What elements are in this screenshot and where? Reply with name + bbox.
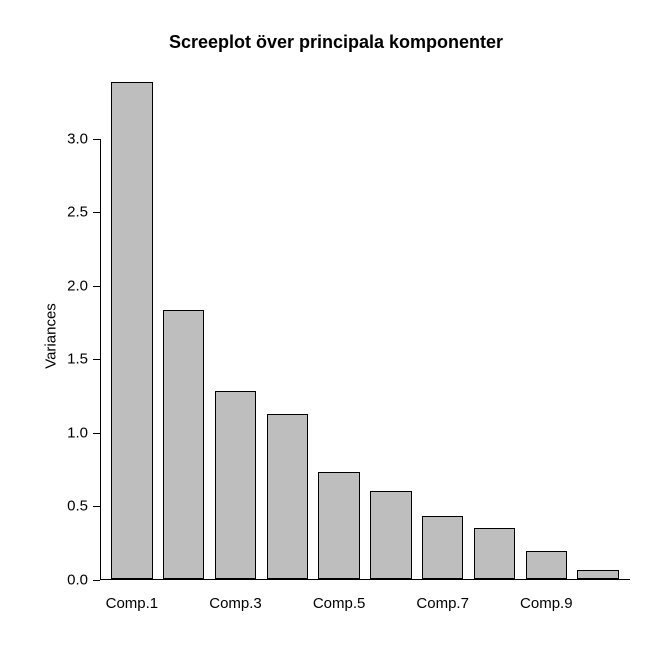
x-tick-label: Comp.7	[416, 595, 469, 612]
bar	[526, 551, 567, 579]
y-tick-label: 2.0	[60, 277, 88, 294]
screeplot-chart: Screeplot över principala komponenter Va…	[0, 0, 672, 671]
bar	[577, 570, 618, 579]
bar	[318, 472, 359, 579]
x-tick-label: Comp.9	[520, 595, 573, 612]
bar	[474, 528, 515, 579]
y-tick	[93, 506, 100, 507]
y-axis-label: Variances	[42, 303, 59, 369]
y-tick	[93, 212, 100, 213]
x-tick-label: Comp.1	[106, 595, 159, 612]
y-tick-label: 0.0	[60, 572, 88, 589]
x-tick-label: Comp.3	[209, 595, 262, 612]
y-tick-label: 0.5	[60, 498, 88, 515]
y-tick-label: 1.5	[60, 351, 88, 368]
bar	[267, 414, 308, 579]
plot-area	[100, 80, 630, 580]
y-tick	[93, 359, 100, 360]
y-tick	[93, 580, 100, 581]
y-tick	[93, 139, 100, 140]
y-tick	[93, 286, 100, 287]
bar	[422, 516, 463, 579]
bar	[370, 491, 411, 579]
x-tick-label: Comp.5	[313, 595, 366, 612]
bar	[215, 391, 256, 579]
y-tick-label: 3.0	[60, 130, 88, 147]
chart-title: Screeplot över principala komponenter	[0, 32, 672, 53]
bar	[163, 310, 204, 579]
y-tick	[93, 433, 100, 434]
y-tick-label: 2.5	[60, 204, 88, 221]
y-tick-label: 1.0	[60, 424, 88, 441]
bar	[111, 82, 152, 579]
